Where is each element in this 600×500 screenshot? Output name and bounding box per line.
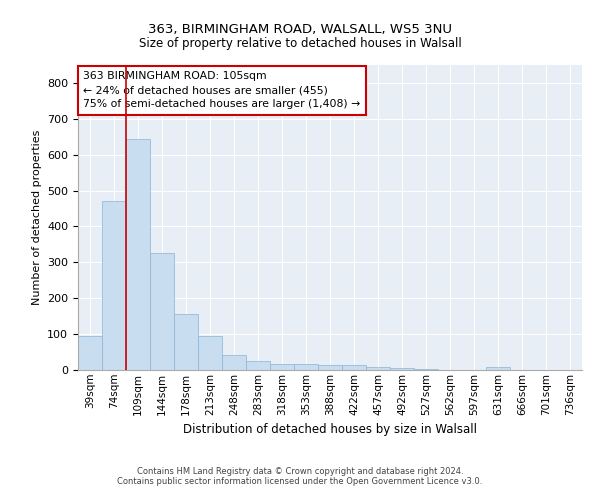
Bar xyxy=(390,368,414,370)
Text: Size of property relative to detached houses in Walsall: Size of property relative to detached ho… xyxy=(139,38,461,51)
Bar xyxy=(486,367,510,370)
Bar xyxy=(294,364,318,370)
Y-axis label: Number of detached properties: Number of detached properties xyxy=(32,130,41,305)
X-axis label: Distribution of detached houses by size in Walsall: Distribution of detached houses by size … xyxy=(183,423,477,436)
Bar xyxy=(414,369,438,370)
Text: Contains public sector information licensed under the Open Government Licence v3: Contains public sector information licen… xyxy=(118,477,482,486)
Bar xyxy=(366,367,390,370)
Bar xyxy=(246,361,270,370)
Bar xyxy=(102,202,126,370)
Bar xyxy=(318,364,342,370)
Text: Contains HM Land Registry data © Crown copyright and database right 2024.: Contains HM Land Registry data © Crown c… xyxy=(137,467,463,476)
Bar xyxy=(150,254,174,370)
Bar xyxy=(342,364,366,370)
Text: 363, BIRMINGHAM ROAD, WALSALL, WS5 3NU: 363, BIRMINGHAM ROAD, WALSALL, WS5 3NU xyxy=(148,22,452,36)
Bar xyxy=(198,336,222,370)
Bar xyxy=(126,138,150,370)
Bar xyxy=(222,355,246,370)
Bar xyxy=(270,364,294,370)
Bar xyxy=(78,336,102,370)
Text: 363 BIRMINGHAM ROAD: 105sqm
← 24% of detached houses are smaller (455)
75% of se: 363 BIRMINGHAM ROAD: 105sqm ← 24% of det… xyxy=(83,71,360,109)
Bar xyxy=(174,314,198,370)
